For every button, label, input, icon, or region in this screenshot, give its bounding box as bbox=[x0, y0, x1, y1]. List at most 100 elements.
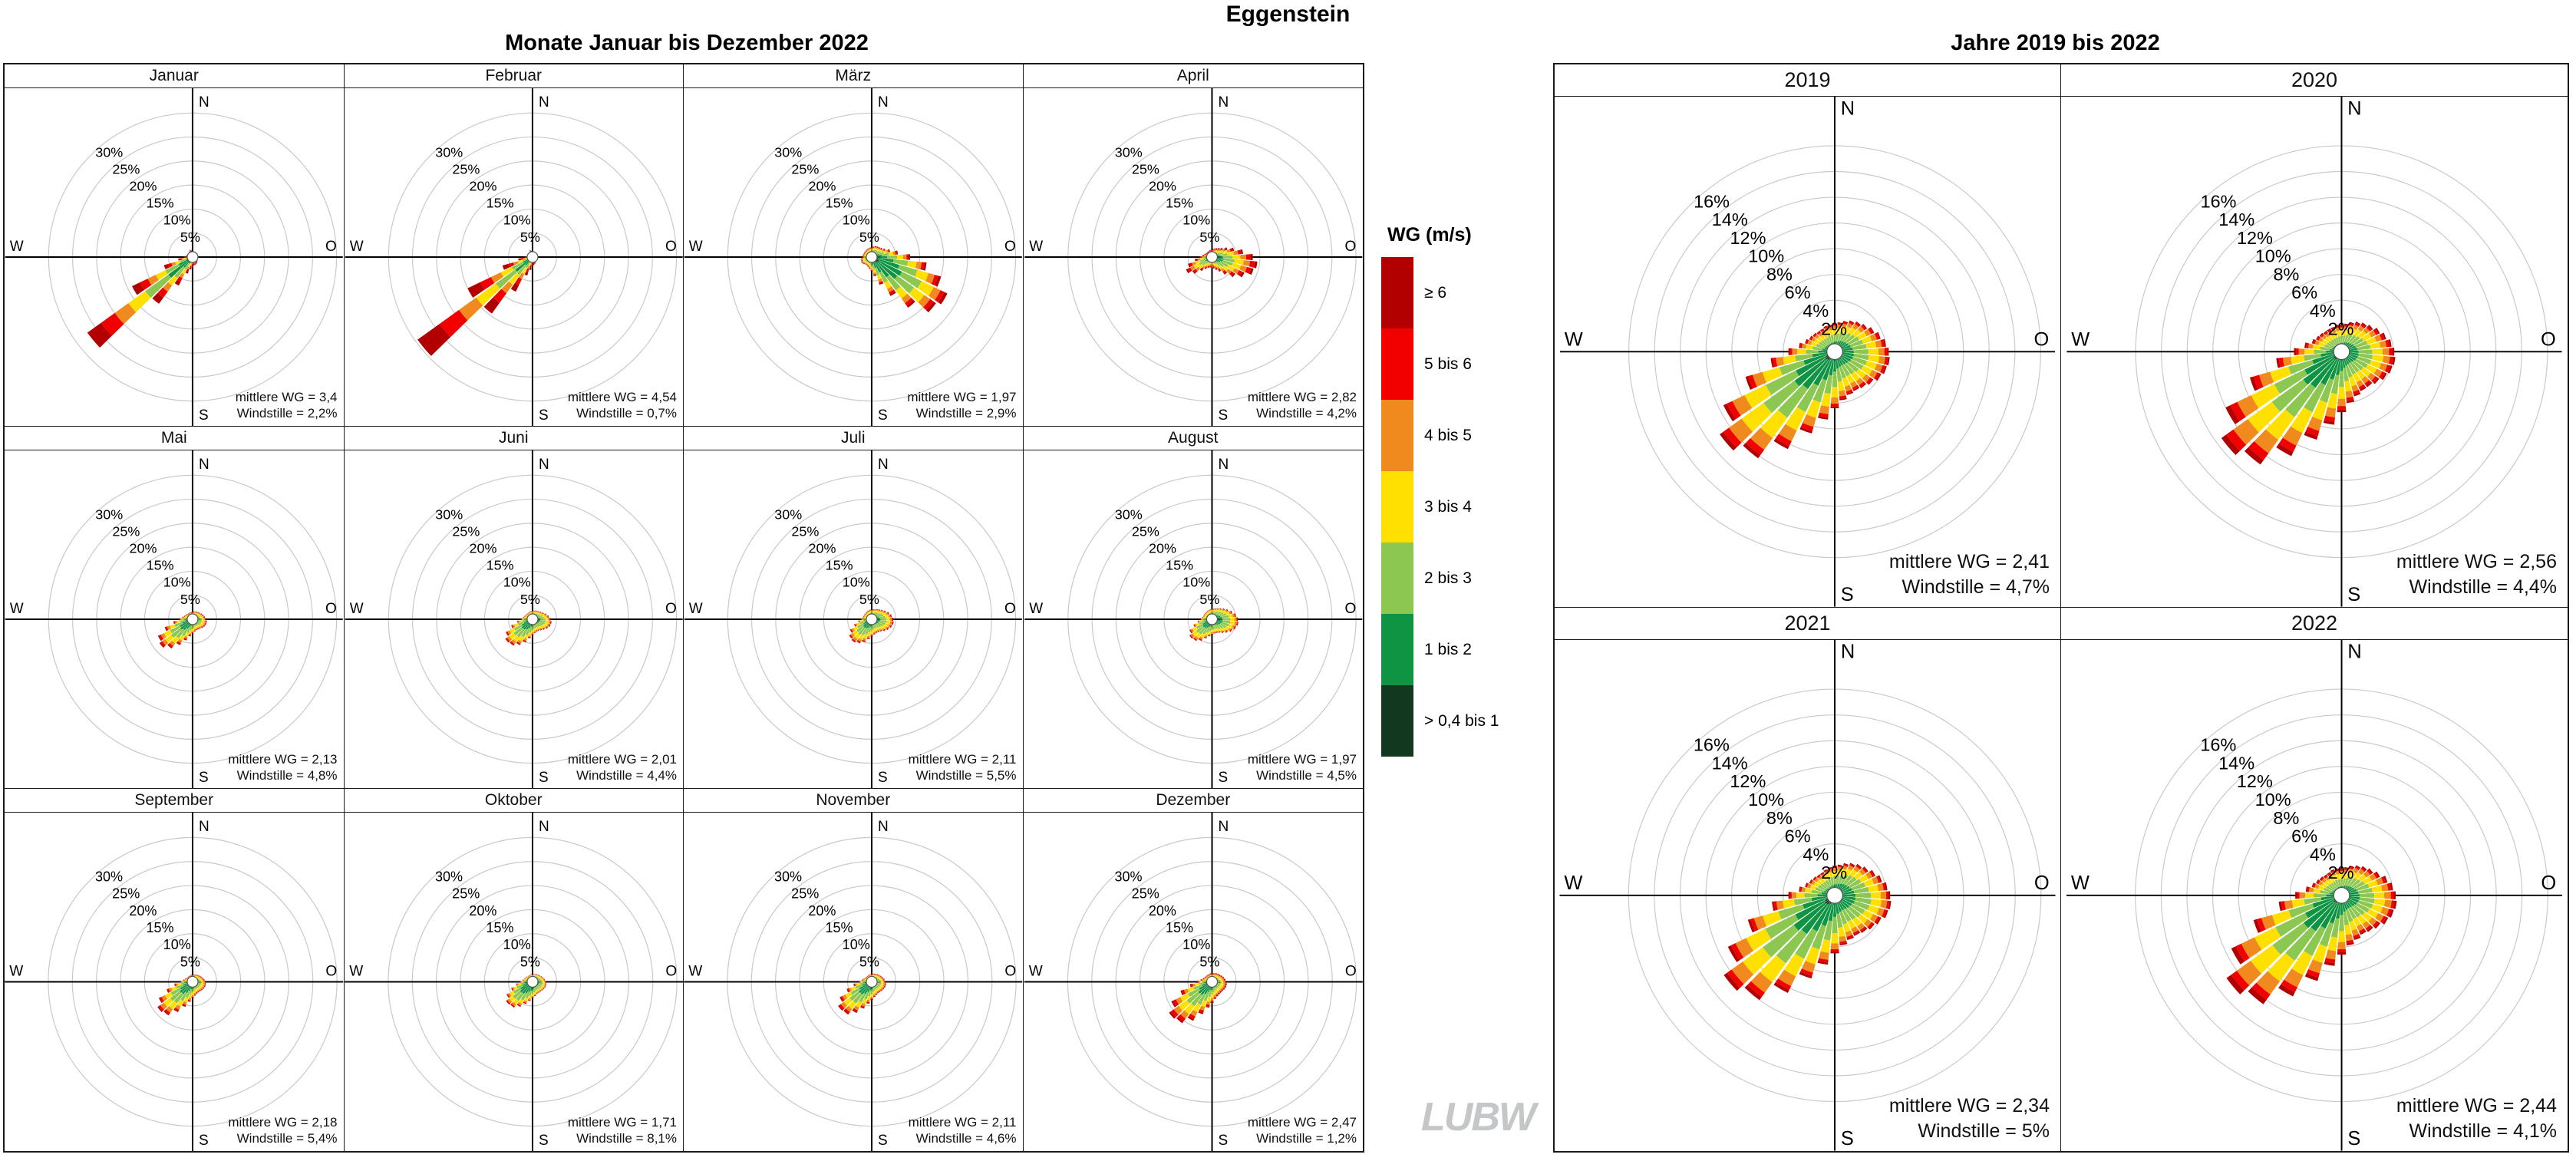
radial-tick-label: 8% bbox=[2273, 265, 2299, 285]
compass-label-e: O bbox=[325, 601, 337, 617]
rose-petal-segment bbox=[523, 615, 525, 618]
rose-petal-segment bbox=[1228, 611, 1232, 615]
rose-petal-segment bbox=[1828, 325, 1832, 327]
rose-petal-segment bbox=[876, 627, 879, 631]
radial-tick-label: 10% bbox=[2255, 246, 2291, 266]
rose-petal-segment bbox=[525, 991, 529, 998]
rose-petal-segment bbox=[1202, 263, 1207, 267]
windrose-statistics: mittlere WG = 1,97 Windstille = 4,5% bbox=[1248, 751, 1357, 784]
rose-petal-segment bbox=[510, 1003, 515, 1008]
rose-petal-segment bbox=[163, 1010, 170, 1016]
windrose-cell-title: März bbox=[684, 64, 1023, 89]
rose-petal-segment bbox=[536, 974, 537, 975]
rose-petal-segment bbox=[870, 636, 873, 637]
rose-petal-segment bbox=[1197, 620, 1199, 623]
rose-petal-segment bbox=[863, 255, 864, 256]
radial-tick-label: 30% bbox=[774, 144, 802, 160]
compass-label-n: N bbox=[539, 819, 549, 835]
rose-petal-segment bbox=[2390, 892, 2394, 900]
rose-petal-segment bbox=[1867, 922, 1874, 929]
rose-petal-segment bbox=[526, 268, 529, 272]
radial-tick-label: 15% bbox=[826, 920, 853, 935]
rose-petal-segment bbox=[1209, 266, 1211, 267]
rose-petal-segment bbox=[200, 978, 203, 980]
rose-petal-segment bbox=[863, 262, 865, 265]
rose-petal-segment bbox=[888, 249, 891, 252]
rose-petal-segment bbox=[190, 264, 192, 266]
rose-petal-segment bbox=[1177, 1014, 1186, 1022]
radial-tick-label: 10% bbox=[1182, 937, 1210, 952]
rose-petal-segment bbox=[879, 629, 882, 632]
rose-petal-segment bbox=[191, 628, 194, 632]
compass-label-n: N bbox=[878, 819, 889, 835]
rose-petal-segment bbox=[1200, 984, 1210, 995]
rose-petal-segment bbox=[2276, 444, 2294, 457]
rose-petal-segment bbox=[1179, 993, 1190, 1002]
radial-tick-label: 6% bbox=[1785, 282, 1811, 302]
rose-petal-segment bbox=[871, 609, 872, 611]
rose-petal-segment bbox=[2254, 927, 2281, 951]
legend-swatch-1 bbox=[1381, 328, 1413, 400]
rose-petal-segment bbox=[902, 254, 907, 260]
rose-petal-segment bbox=[190, 612, 193, 613]
rose-petal-segment bbox=[164, 626, 167, 632]
rose-petal-segment bbox=[2375, 328, 2380, 335]
rose-petal-segment bbox=[877, 248, 880, 250]
rose-petal-segment bbox=[2285, 927, 2316, 961]
rose-petal-segment bbox=[869, 265, 871, 267]
rose-petal-segment bbox=[1861, 365, 1872, 376]
rose-petal-segment bbox=[1812, 346, 1823, 351]
rose-petal-segment bbox=[2343, 330, 2347, 336]
rose-petal-segment bbox=[183, 638, 187, 640]
rose-petal-segment bbox=[1846, 936, 1854, 941]
rose-petal-segment bbox=[1816, 336, 1823, 342]
rose-petal-segment bbox=[1215, 269, 1218, 270]
rose-petal-segment bbox=[1886, 891, 1889, 900]
rose-petal-segment bbox=[2330, 870, 2335, 873]
rose-petal-segment bbox=[876, 975, 879, 977]
rose-petal-segment bbox=[870, 988, 873, 994]
rose-petal-segment bbox=[2328, 874, 2334, 879]
windrose-statistics: mittlere WG = 2,41 Windstille = 4,7% bbox=[1889, 549, 2050, 599]
rose-petal-segment bbox=[884, 610, 886, 613]
rose-petal-segment bbox=[2346, 334, 2353, 344]
rose-petal-segment bbox=[196, 627, 199, 629]
rose-petal-segment bbox=[160, 633, 167, 639]
rose-petal-segment bbox=[872, 609, 875, 610]
rose-petal-segment bbox=[848, 1001, 856, 1010]
rose-petal-segment bbox=[200, 976, 202, 978]
rose-petal-segment bbox=[1218, 632, 1221, 634]
rose-petal-segment bbox=[2304, 355, 2334, 375]
rose-petal-segment bbox=[1200, 978, 1202, 981]
rose-petal-segment bbox=[1215, 995, 1219, 997]
rose-petal-segment bbox=[1216, 991, 1219, 994]
rose-petal-segment bbox=[2324, 416, 2335, 422]
rose-petal-segment bbox=[1192, 638, 1196, 642]
rose-petal-segment bbox=[1197, 620, 1199, 623]
rose-petal-segment bbox=[179, 635, 185, 642]
rose-petal-segment bbox=[873, 973, 876, 975]
rose-petal-segment bbox=[2307, 343, 2314, 349]
rose-petal-segment bbox=[1830, 952, 1839, 954]
radial-tick-label: 12% bbox=[2237, 772, 2273, 792]
rose-petal-segment bbox=[2320, 378, 2334, 404]
rose-petal-segment bbox=[1855, 369, 1866, 379]
rose-petal-segment bbox=[526, 613, 528, 615]
rose-petal-segment bbox=[2339, 915, 2345, 932]
rose-petal-segment bbox=[872, 610, 874, 613]
rose-petal-segment bbox=[1778, 424, 1797, 442]
rose-petal-segment bbox=[2337, 336, 2341, 344]
rose-petal-segment bbox=[1202, 979, 1206, 981]
rose-petal-segment bbox=[1809, 879, 1813, 885]
rose-petal-segment bbox=[2350, 879, 2361, 889]
rose-petal-segment bbox=[1216, 611, 1221, 616]
rose-petal-segment bbox=[2285, 384, 2316, 417]
rose-petal-segment bbox=[2374, 922, 2381, 929]
rose-petal-segment bbox=[2382, 348, 2390, 356]
rose-petal-segment bbox=[533, 611, 535, 612]
rose-petal-segment bbox=[1763, 925, 1799, 958]
rose-petal-segment bbox=[1219, 613, 1226, 617]
rose-petal-segment bbox=[2282, 426, 2303, 447]
rose-petal-segment bbox=[1229, 271, 1234, 276]
